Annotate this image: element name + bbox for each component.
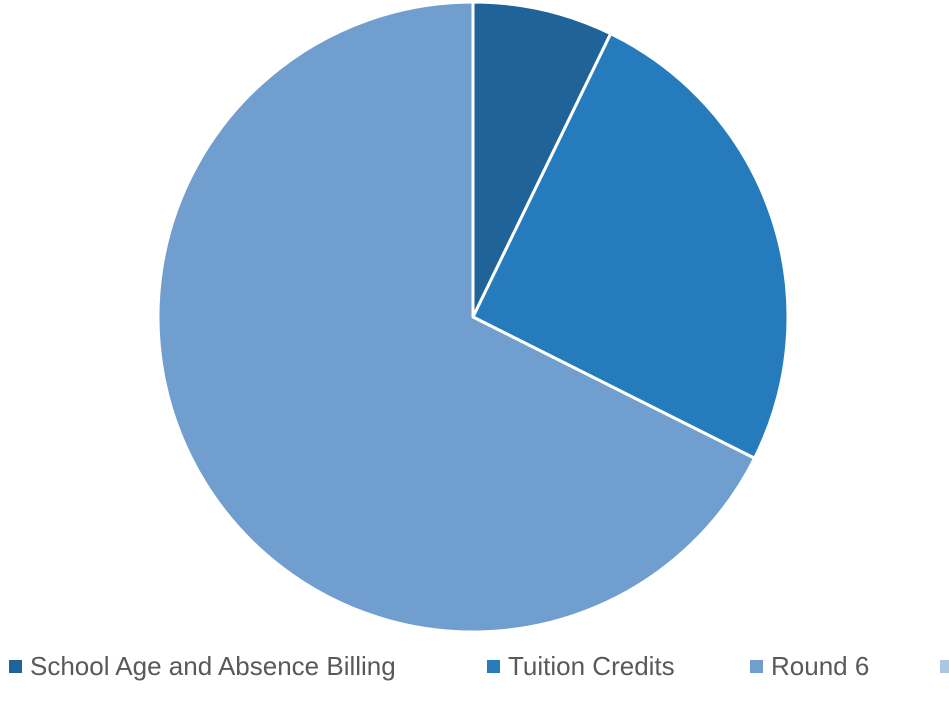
pie-slices: [158, 2, 788, 632]
legend-label-round-6: Round 6: [771, 651, 869, 682]
legend-item-school-age-and-absence-billing: School Age and Absence Billing: [9, 646, 396, 686]
legend-swatch-school-age-and-absence-billing: [9, 660, 22, 673]
legend-item-fourth-series: [940, 646, 949, 686]
legend-swatch-tuition-credits: [487, 660, 500, 673]
legend-swatch-round-6: [750, 660, 763, 673]
chart-legend: School Age and Absence Billing Tuition C…: [0, 646, 949, 696]
legend-swatch-fourth-series: [940, 660, 949, 673]
legend-item-tuition-credits: Tuition Credits: [487, 646, 675, 686]
legend-label-school-age-and-absence-billing: School Age and Absence Billing: [30, 651, 396, 682]
legend-label-tuition-credits: Tuition Credits: [508, 651, 675, 682]
legend-item-round-6: Round 6: [750, 646, 869, 686]
